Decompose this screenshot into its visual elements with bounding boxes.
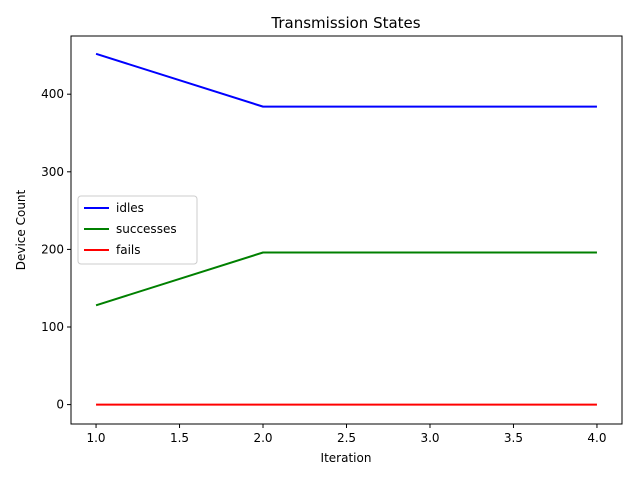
x-axis-label: Iteration	[321, 451, 372, 465]
chart-title: Transmission States	[270, 14, 420, 32]
series-layer	[95, 52, 597, 406]
y-axis-label: Device Count	[14, 189, 28, 270]
series-line-successes	[95, 251, 597, 307]
y-axis-ticks: 0 100 200 300 400	[41, 87, 71, 412]
x-tick-label: 1.5	[170, 431, 189, 445]
y-tick-label: 300	[41, 165, 64, 179]
x-tick-label: 2.0	[253, 431, 272, 445]
legend-label-fails: fails	[116, 243, 141, 257]
x-tick-label: 4.0	[587, 431, 606, 445]
x-axis-ticks: 1.0 1.5 2.0 2.5 3.0 3.5 4.0	[86, 424, 607, 445]
y-tick-label: 200	[41, 242, 64, 256]
x-tick-label: 3.0	[420, 431, 439, 445]
x-tick-label: 2.5	[337, 431, 356, 445]
legend-label-successes: successes	[116, 222, 177, 236]
y-tick-label: 100	[41, 320, 64, 334]
x-tick-label: 3.5	[504, 431, 523, 445]
series-line-idles	[95, 52, 597, 108]
x-tick-label: 1.0	[86, 431, 105, 445]
y-tick-label: 400	[41, 87, 64, 101]
y-tick-label: 0	[56, 398, 64, 412]
legend-label-idles: idles	[116, 201, 144, 215]
legend-box	[77, 195, 198, 265]
legend: idles successes fails	[77, 195, 198, 265]
